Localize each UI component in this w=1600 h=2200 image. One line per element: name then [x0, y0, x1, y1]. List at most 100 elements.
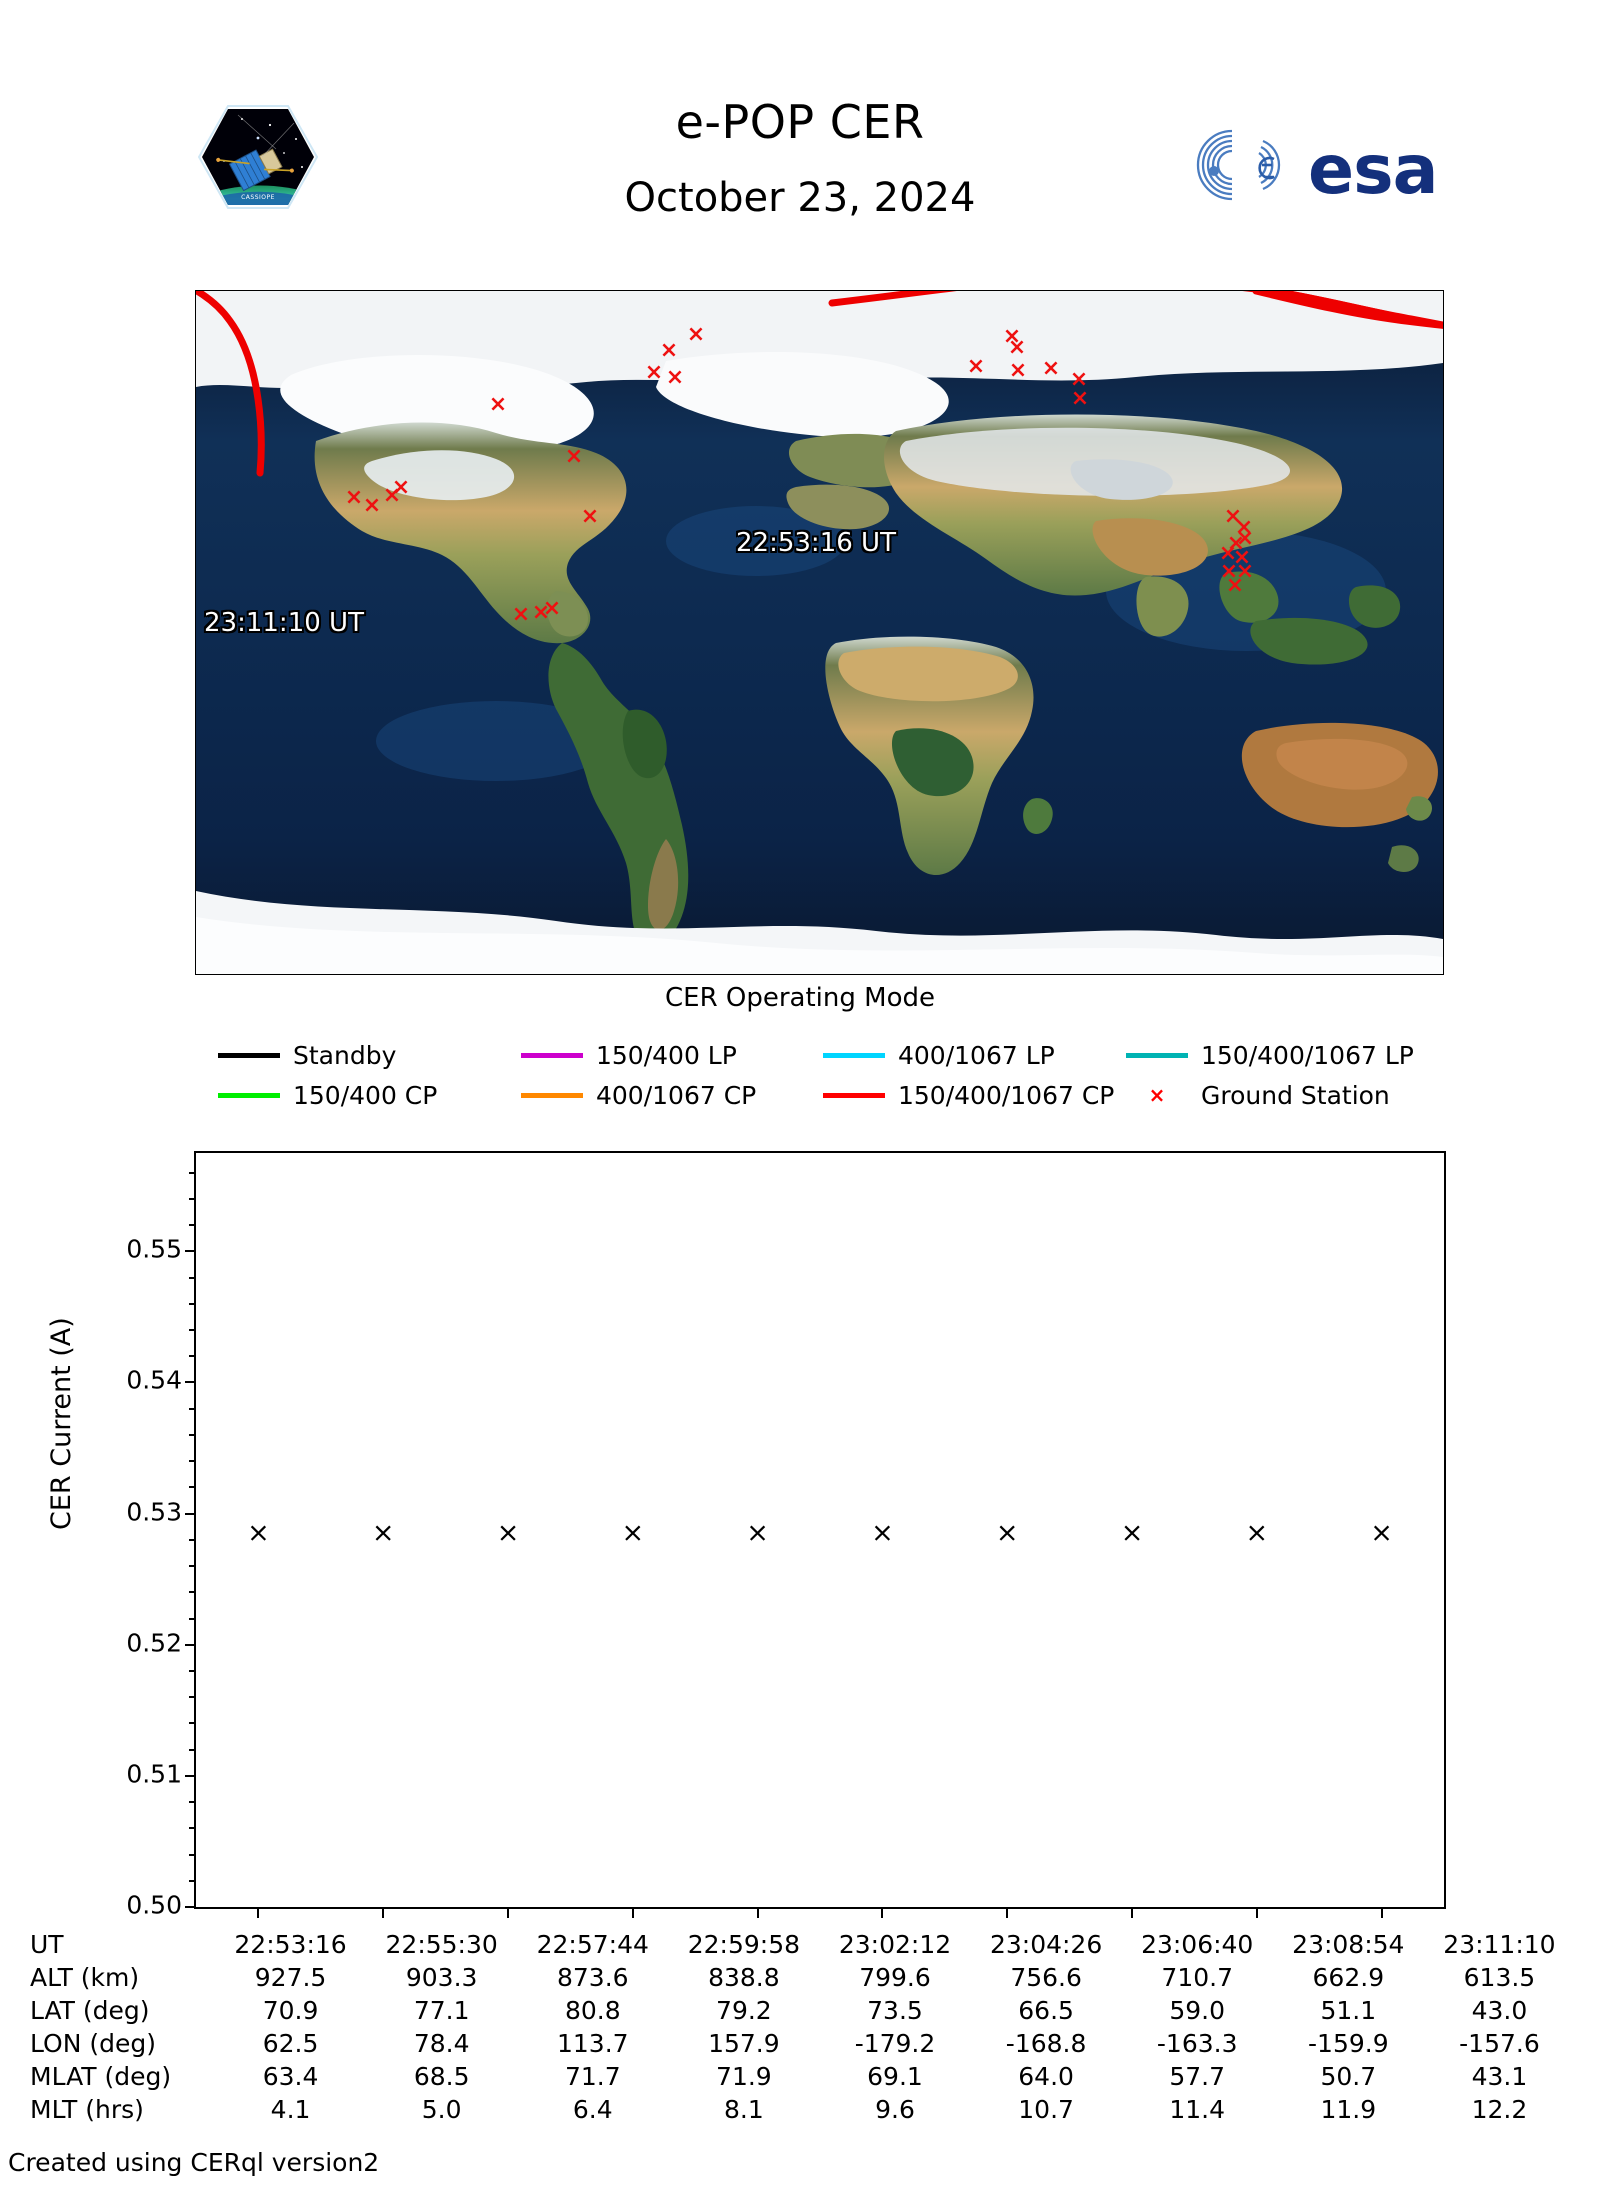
- x-tick-major: [631, 1907, 634, 1918]
- table-cell: 613.5: [1463, 1963, 1536, 1992]
- data-point-marker: ×: [746, 1517, 769, 1549]
- table-cell: 22:53:16: [234, 1930, 347, 1959]
- y-tick-minor: [189, 1591, 196, 1594]
- table-cell: 77.1: [413, 1996, 470, 2025]
- table-cell: 71.9: [716, 2062, 772, 2091]
- table-cell: 12.2: [1471, 2095, 1528, 2124]
- ground-station-marker: ×: [1041, 356, 1061, 381]
- table-cell: 73.5: [867, 1996, 923, 2025]
- x-tick-major: [257, 1907, 260, 1918]
- ground-station-marker: ×: [1218, 541, 1238, 566]
- y-tick-minor: [189, 1617, 196, 1620]
- legend-item-400-1067-lp: 400/1067 LP: [823, 1041, 1055, 1070]
- y-tick-label: 0.54: [126, 1365, 182, 1395]
- ground-station-marker: ×: [1235, 559, 1255, 584]
- y-tick-minor: [189, 1696, 196, 1699]
- table-cell: 903.3: [405, 1963, 478, 1992]
- table-cell: 799.6: [859, 1963, 931, 1992]
- ground-station-marker: ×: [511, 602, 531, 627]
- table-cell: 22:57:44: [536, 1930, 649, 1959]
- y-tick-label: 0.51: [126, 1759, 182, 1789]
- table-cell: 662.9: [1312, 1963, 1385, 1992]
- ground-station-marker: ×: [564, 444, 584, 469]
- table-cell: 68.5: [413, 2062, 470, 2091]
- ground-station-marker: ×: [966, 354, 986, 379]
- world-map-panel: 22:53:16 UT 23:11:10 UT × × × × × × × × × × × × × × × ×…: [195, 290, 1444, 975]
- data-point-marker: ×: [621, 1517, 645, 1549]
- table-cell: 838.8: [708, 1963, 780, 1992]
- map-label-start: 22:53:16 UT: [736, 528, 896, 558]
- ground-station-marker: ×: [1234, 515, 1254, 540]
- y-tick-minor: [189, 1669, 196, 1672]
- ground-station-marker: ×: [362, 493, 382, 518]
- legend-color-swatch: [521, 1092, 583, 1098]
- map-label-end: 23:11:10 UT: [204, 608, 364, 638]
- table-cell: -157.6: [1459, 2029, 1540, 2058]
- legend-row: Standby 150/400 LP 400/1067 LP 150/400/1067…: [218, 1035, 1418, 1075]
- table-cell: 873.6: [556, 1963, 629, 1992]
- y-tick-minor: [189, 1276, 196, 1279]
- legend-color-swatch: [218, 1092, 280, 1098]
- legend-item-standby: Standby: [218, 1041, 396, 1070]
- table-row-mlat: MLAT (deg) 63.4 68.5 71.7 71.9 69.1 64.0 57.7 50…: [30, 2060, 1575, 2093]
- ground-station-marker: ×: [1226, 531, 1246, 556]
- table-cell: 70.9: [262, 1996, 319, 2025]
- legend-label: Ground Station: [1201, 1080, 1390, 1110]
- table-cell: 23:08:54: [1292, 1930, 1405, 1959]
- table-cell: 66.5: [1018, 1996, 1074, 2025]
- legend-item-150-400-1067-cp: 150/400/1067 CP: [823, 1081, 1114, 1110]
- y-tick-major: [185, 1512, 196, 1515]
- y-tick-minor: [189, 1801, 196, 1804]
- ground-station-marker: ×: [686, 322, 706, 347]
- ground-station-icon: ×: [1148, 1083, 1166, 1107]
- table-row-label: MLT (hrs): [30, 2095, 144, 2124]
- legend-label: 150/400 CP: [293, 1080, 438, 1110]
- data-point-marker: ×: [1370, 1517, 1393, 1549]
- y-tick-minor: [189, 1407, 196, 1410]
- table-cell: 63.4: [262, 2062, 319, 2091]
- table-cell: 43.1: [1471, 2062, 1528, 2091]
- y-tick-label: 0.52: [126, 1628, 182, 1658]
- table-row-lat: LAT (deg) 70.9 77.1 80.8 79.2 73.5 66.5 59.0 51.…: [30, 1994, 1575, 2027]
- x-tick-major: [1255, 1907, 1258, 1918]
- ground-station-marker: ×: [382, 483, 402, 508]
- ground-station-marker: ×: [542, 596, 562, 621]
- table-cell: 113.7: [556, 2029, 629, 2058]
- y-tick-minor: [189, 1879, 196, 1882]
- table-cell: -179.2: [854, 2029, 936, 2058]
- data-point-marker: ×: [1245, 1517, 1269, 1549]
- ground-station-marker: ×: [1069, 367, 1089, 392]
- table-cell: 64.0: [1018, 2062, 1074, 2091]
- ground-station-marker: ×: [344, 485, 364, 510]
- data-point-marker: ×: [247, 1517, 270, 1549]
- mode-legend: Standby 150/400 LP 400/1067 LP 150/400/1067…: [218, 1035, 1418, 1115]
- ground-station-marker: ×: [580, 504, 600, 529]
- legend-item-400-1067-cp: 400/1067 CP: [521, 1081, 756, 1110]
- data-point-marker: ×: [871, 1517, 894, 1549]
- legend-color-swatch: [521, 1052, 583, 1058]
- y-tick-minor: [189, 1197, 196, 1200]
- legend-item-150-400-lp: 150/400 LP: [521, 1041, 737, 1070]
- x-tick-major: [756, 1907, 759, 1918]
- legend-color-swatch: [823, 1052, 885, 1058]
- y-axis-label: CER Current (A): [46, 1317, 77, 1530]
- y-tick-label: 0.53: [126, 1497, 182, 1527]
- table-cell: 50.7: [1320, 2062, 1377, 2091]
- x-tick-major: [1006, 1907, 1009, 1918]
- page-date: October 23, 2024: [624, 175, 976, 221]
- y-tick-minor: [189, 1486, 196, 1489]
- table-cell: 62.5: [262, 2029, 319, 2058]
- legend-label: 150/400 LP: [596, 1040, 737, 1070]
- table-cell: -168.8: [1005, 2029, 1087, 2058]
- table-cell: 4.1: [270, 2095, 311, 2124]
- table-cell: 11.9: [1320, 2095, 1377, 2124]
- page-title: e-POP CER: [675, 95, 925, 149]
- table-cell: 10.7: [1018, 2095, 1074, 2124]
- svg-text:esa: esa: [1308, 131, 1437, 205]
- esa-logo: esa: [1168, 125, 1478, 210]
- legend-label: 400/1067 LP: [898, 1040, 1055, 1070]
- y-tick-minor: [189, 1329, 196, 1332]
- ground-station-marker: ×: [391, 475, 411, 500]
- ground-station-marker: ×: [1002, 324, 1022, 349]
- table-cell: 43.0: [1471, 1996, 1528, 2025]
